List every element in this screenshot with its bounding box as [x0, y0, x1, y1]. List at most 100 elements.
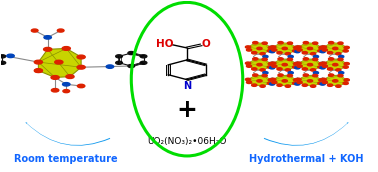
Circle shape — [321, 78, 327, 81]
Circle shape — [338, 42, 343, 44]
Circle shape — [294, 63, 299, 65]
Circle shape — [333, 80, 338, 82]
Circle shape — [320, 67, 325, 69]
Text: Room temperature: Room temperature — [14, 154, 118, 164]
Circle shape — [272, 81, 277, 84]
Circle shape — [336, 52, 341, 55]
Circle shape — [302, 52, 307, 54]
Circle shape — [268, 79, 274, 81]
Circle shape — [272, 49, 277, 51]
Circle shape — [294, 79, 299, 81]
FancyArrowPatch shape — [264, 122, 349, 146]
Circle shape — [245, 46, 251, 48]
Circle shape — [268, 46, 274, 49]
Circle shape — [282, 63, 287, 66]
Circle shape — [128, 64, 135, 68]
Polygon shape — [299, 59, 321, 70]
Polygon shape — [299, 75, 321, 86]
Circle shape — [303, 42, 308, 44]
Circle shape — [288, 72, 293, 74]
Circle shape — [257, 47, 262, 50]
Circle shape — [288, 55, 293, 58]
Circle shape — [31, 29, 38, 32]
Circle shape — [270, 83, 275, 85]
Text: Hydrothermal + KOH: Hydrothermal + KOH — [249, 154, 363, 164]
Circle shape — [287, 42, 293, 44]
Circle shape — [297, 65, 302, 67]
Circle shape — [278, 58, 283, 60]
Circle shape — [246, 65, 252, 67]
Circle shape — [271, 78, 276, 81]
Circle shape — [245, 62, 251, 64]
Circle shape — [295, 50, 300, 53]
Circle shape — [327, 68, 333, 70]
Circle shape — [43, 47, 52, 51]
Circle shape — [328, 42, 334, 44]
Circle shape — [297, 81, 302, 84]
Circle shape — [63, 90, 70, 93]
Circle shape — [257, 80, 262, 82]
Circle shape — [318, 50, 323, 52]
Circle shape — [318, 82, 323, 84]
Circle shape — [338, 58, 343, 61]
Circle shape — [344, 79, 349, 81]
Circle shape — [310, 85, 316, 87]
Circle shape — [285, 52, 290, 55]
Circle shape — [66, 75, 74, 78]
Polygon shape — [324, 59, 347, 70]
Polygon shape — [324, 43, 347, 54]
Text: O: O — [201, 39, 210, 49]
Circle shape — [77, 84, 85, 88]
Text: HO: HO — [156, 39, 174, 49]
Polygon shape — [299, 43, 321, 54]
Circle shape — [270, 67, 275, 69]
Circle shape — [318, 66, 323, 68]
Circle shape — [262, 42, 267, 44]
Polygon shape — [324, 75, 347, 86]
Circle shape — [328, 58, 334, 60]
Circle shape — [296, 62, 301, 64]
Circle shape — [333, 63, 338, 66]
Circle shape — [257, 63, 262, 66]
Circle shape — [116, 55, 122, 58]
Circle shape — [267, 66, 273, 68]
Circle shape — [57, 29, 64, 32]
Circle shape — [253, 74, 258, 76]
Circle shape — [320, 50, 325, 53]
Circle shape — [116, 61, 122, 64]
Circle shape — [140, 55, 147, 58]
Text: +: + — [177, 98, 197, 122]
Polygon shape — [248, 75, 271, 86]
Circle shape — [343, 66, 348, 68]
Circle shape — [278, 74, 283, 76]
Circle shape — [339, 72, 344, 74]
Circle shape — [55, 60, 63, 64]
Polygon shape — [248, 43, 271, 54]
Circle shape — [62, 83, 70, 86]
Circle shape — [252, 84, 257, 86]
Circle shape — [77, 55, 85, 59]
Circle shape — [35, 69, 42, 72]
Circle shape — [320, 83, 325, 85]
Circle shape — [51, 76, 59, 79]
Circle shape — [0, 55, 6, 58]
Polygon shape — [273, 43, 296, 54]
Polygon shape — [39, 49, 81, 77]
Circle shape — [287, 58, 293, 61]
Circle shape — [267, 50, 273, 52]
Circle shape — [263, 55, 268, 58]
Circle shape — [268, 63, 274, 65]
Polygon shape — [248, 59, 271, 70]
Circle shape — [246, 49, 252, 51]
Circle shape — [140, 61, 147, 64]
Circle shape — [339, 55, 344, 58]
Circle shape — [328, 74, 334, 76]
Circle shape — [313, 72, 319, 74]
Circle shape — [267, 82, 273, 84]
Text: N: N — [183, 81, 191, 91]
Circle shape — [307, 47, 313, 50]
Circle shape — [343, 82, 348, 84]
Circle shape — [282, 80, 287, 82]
Circle shape — [322, 65, 327, 67]
Circle shape — [278, 42, 283, 44]
